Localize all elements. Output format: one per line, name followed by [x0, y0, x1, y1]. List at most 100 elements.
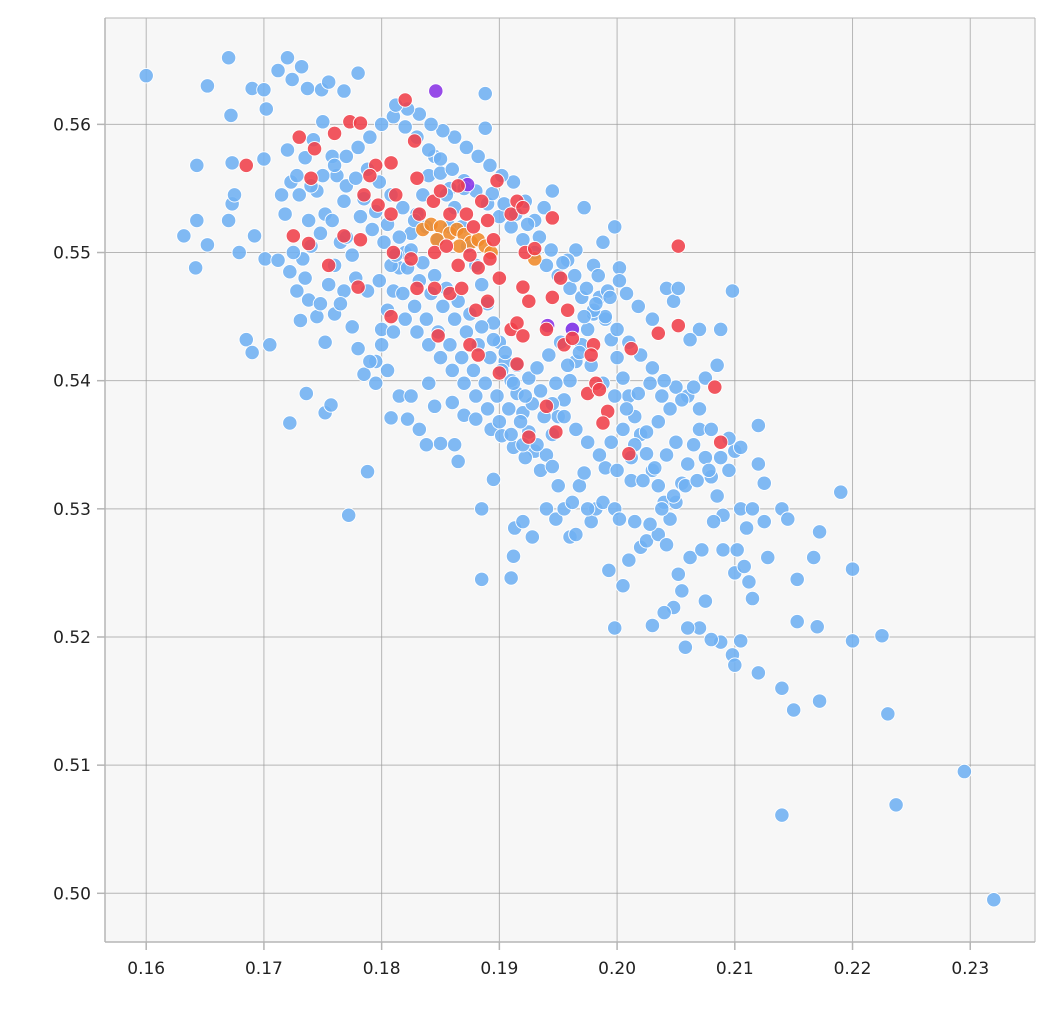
data-point: [844, 633, 861, 649]
data-point: [986, 892, 1002, 908]
x-tick-label: 0.17: [245, 959, 283, 979]
data-point: [403, 388, 419, 404]
data-point: [301, 212, 317, 229]
data-point: [454, 280, 470, 297]
data-point: [258, 101, 274, 117]
data-point: [713, 449, 729, 466]
data-point: [503, 206, 519, 222]
series-3: [238, 92, 729, 462]
data-point: [750, 665, 767, 681]
data-point: [519, 216, 536, 232]
data-point: [244, 344, 260, 361]
data-point: [611, 260, 628, 276]
data-point: [350, 139, 366, 156]
data-point: [658, 537, 675, 553]
y-tick-label: 0.56: [53, 115, 91, 135]
data-point: [352, 232, 369, 248]
data-point: [691, 401, 708, 417]
data-point: [691, 321, 708, 338]
data-point: [289, 167, 305, 184]
data-point: [224, 155, 240, 171]
data-point: [356, 366, 372, 382]
data-point: [662, 401, 678, 417]
data-point: [379, 362, 396, 379]
data-point: [489, 388, 505, 404]
data-point: [336, 193, 352, 209]
data-point: [446, 311, 463, 327]
data-point: [515, 200, 531, 216]
data-point: [555, 255, 571, 271]
data-point: [654, 388, 670, 404]
data-point: [750, 456, 767, 472]
data-point: [677, 639, 694, 655]
data-point: [432, 151, 449, 167]
data-point: [315, 114, 331, 130]
data-point: [515, 328, 531, 344]
data-point: [590, 267, 606, 284]
data-point: [780, 511, 796, 527]
data-point: [741, 574, 757, 590]
data-point: [341, 507, 357, 523]
data-point: [736, 558, 752, 575]
data-point: [406, 298, 423, 314]
data-point: [465, 362, 482, 379]
data-point: [724, 283, 741, 299]
data-point: [444, 161, 460, 177]
data-point: [550, 478, 566, 494]
axes: [104, 17, 1036, 943]
data-point: [199, 237, 216, 253]
data-point: [279, 142, 296, 158]
x-tick-label: 0.21: [716, 959, 754, 979]
data-point: [370, 197, 386, 213]
data-point: [383, 155, 399, 171]
data-point: [644, 311, 661, 327]
data-point: [432, 349, 449, 366]
data-point: [220, 212, 237, 229]
data-point: [376, 234, 392, 250]
data-point: [707, 379, 723, 395]
data-point: [474, 571, 490, 587]
data-point: [189, 157, 205, 174]
data-point: [595, 234, 611, 250]
data-point: [321, 257, 337, 273]
data-point: [680, 620, 696, 636]
data-point: [418, 311, 435, 327]
y-tick-label: 0.55: [53, 244, 91, 264]
data-point: [458, 139, 475, 156]
data-point: [421, 375, 437, 391]
data-point: [623, 340, 639, 357]
data-point: [682, 549, 698, 566]
data-point: [297, 270, 313, 286]
data-point: [352, 208, 369, 225]
data-point: [503, 570, 519, 586]
data-point: [456, 375, 472, 391]
data-point: [373, 337, 390, 353]
data-point: [189, 212, 205, 229]
data-point: [611, 273, 628, 289]
data-point: [713, 321, 729, 338]
data-point: [630, 298, 646, 314]
data-point: [385, 244, 402, 261]
data-point: [527, 241, 543, 257]
data-point: [733, 633, 749, 649]
data-point: [670, 317, 686, 334]
data-point: [421, 337, 437, 353]
data-point: [564, 330, 581, 347]
data-point: [703, 421, 719, 438]
data-point: [388, 187, 404, 203]
data-point: [588, 296, 604, 312]
data-point: [601, 562, 617, 578]
data-point: [595, 415, 611, 431]
data-point: [485, 232, 502, 248]
data-point: [576, 465, 592, 481]
data-point: [332, 296, 349, 312]
series-1: [415, 216, 543, 267]
data-point: [350, 65, 366, 81]
data-point: [220, 50, 237, 66]
data-point: [888, 797, 904, 813]
data-point: [450, 257, 466, 273]
data-point: [833, 484, 849, 500]
data-point: [552, 270, 569, 286]
data-point: [444, 362, 460, 379]
data-point: [615, 421, 631, 438]
